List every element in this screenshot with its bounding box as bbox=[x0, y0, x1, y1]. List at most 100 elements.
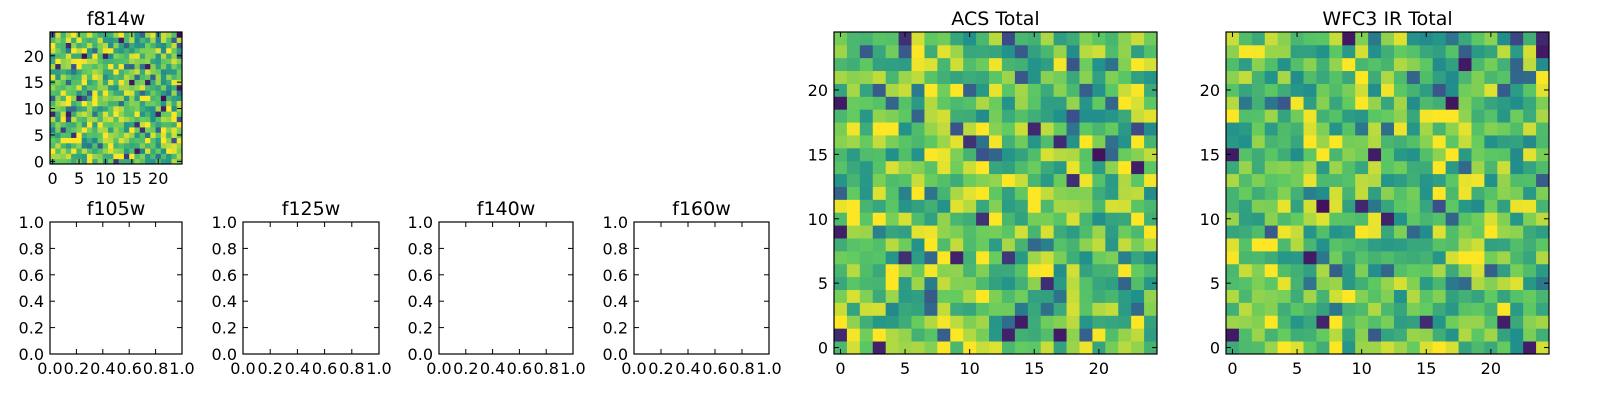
heatmap-cell bbox=[989, 341, 1003, 355]
heatmap-cell bbox=[1406, 96, 1421, 110]
heatmap-cell bbox=[134, 79, 141, 86]
heatmap-cell bbox=[118, 121, 125, 128]
heatmap-cell bbox=[65, 127, 72, 133]
heatmap-cell bbox=[1053, 57, 1067, 72]
heatmap-cell bbox=[872, 83, 887, 97]
heatmap-cell bbox=[1329, 122, 1343, 136]
heatmap-cell bbox=[1484, 186, 1498, 200]
heatmap-cell bbox=[1536, 225, 1550, 239]
heatmap-cell bbox=[118, 63, 125, 70]
heatmap-cell bbox=[1277, 70, 1291, 84]
heatmap-cell bbox=[176, 142, 183, 149]
heatmap-cell bbox=[1316, 199, 1330, 213]
heatmap-cell bbox=[1497, 315, 1511, 329]
heatmap-cell bbox=[911, 289, 925, 303]
heatmap-cell bbox=[963, 302, 977, 316]
heatmap-cell bbox=[1066, 70, 1080, 84]
heatmap-cell bbox=[108, 105, 114, 112]
heatmap-cell bbox=[1053, 289, 1067, 303]
heatmap-cell bbox=[155, 100, 162, 107]
heatmap-cell bbox=[81, 153, 88, 160]
heatmap-cell bbox=[1144, 328, 1158, 342]
heatmap-cell bbox=[1303, 44, 1317, 59]
heatmap-cell bbox=[1290, 289, 1304, 303]
y-tick-label: 0.4 bbox=[19, 292, 44, 311]
heatmap-cell bbox=[1523, 173, 1537, 187]
heatmap-cell bbox=[924, 122, 938, 136]
heatmap-cell bbox=[1001, 263, 1016, 278]
heatmap-cell bbox=[1355, 276, 1369, 290]
heatmap-cell bbox=[1238, 160, 1253, 175]
heatmap-cell bbox=[50, 111, 56, 117]
heatmap-cell bbox=[1277, 122, 1291, 136]
heatmap-cell bbox=[139, 42, 146, 49]
heatmap-cell bbox=[118, 32, 125, 38]
heatmap-cell bbox=[1264, 186, 1279, 200]
heatmap-cell bbox=[1329, 199, 1343, 213]
heatmap-cell bbox=[963, 122, 977, 136]
heatmap-cell bbox=[1510, 276, 1524, 290]
heatmap-cell bbox=[102, 68, 109, 75]
heatmap-cell bbox=[160, 74, 167, 80]
axes-frame-f160w bbox=[633, 221, 770, 355]
y-tick-label: 15 bbox=[808, 145, 828, 164]
heatmap-cell bbox=[1014, 135, 1029, 149]
heatmap-cell bbox=[1226, 341, 1240, 355]
heatmap-cell bbox=[1014, 263, 1029, 278]
heatmap-cell bbox=[92, 127, 98, 133]
x-tick-label: 0.2 bbox=[257, 359, 282, 378]
heatmap-cell bbox=[92, 158, 98, 165]
heatmap-cell bbox=[1406, 122, 1421, 136]
heatmap-cell bbox=[123, 37, 130, 43]
heatmap-cell bbox=[86, 153, 93, 160]
heatmap-cell bbox=[872, 57, 887, 72]
heatmap-cell bbox=[76, 148, 83, 154]
heatmap-cell bbox=[1406, 225, 1421, 239]
heatmap-cell bbox=[155, 142, 162, 149]
heatmap-cell bbox=[1342, 122, 1356, 136]
heatmap-cell bbox=[65, 105, 72, 112]
heatmap-cell bbox=[1303, 341, 1317, 355]
heatmap-cell bbox=[1053, 250, 1067, 265]
heatmap-cell bbox=[97, 116, 104, 123]
heatmap-cell bbox=[139, 63, 146, 70]
heatmap-cell bbox=[1238, 135, 1253, 149]
heatmap-cell bbox=[166, 53, 172, 59]
axes-frame-acs-total bbox=[833, 31, 1158, 355]
heatmap-cell bbox=[129, 90, 135, 96]
heatmap-cell bbox=[81, 63, 88, 70]
heatmap-cell bbox=[1316, 302, 1330, 316]
heatmap-cell bbox=[898, 199, 912, 213]
heatmap-cell bbox=[1264, 238, 1279, 252]
heatmap-cell bbox=[1131, 302, 1145, 316]
heatmap-cell bbox=[65, 37, 72, 43]
heatmap-cell bbox=[1251, 57, 1266, 72]
heatmap-cell bbox=[71, 116, 77, 123]
heatmap-cell bbox=[1458, 147, 1472, 162]
heatmap-cell bbox=[1027, 186, 1042, 200]
heatmap-cell bbox=[1445, 212, 1459, 226]
heatmap-cell bbox=[898, 109, 912, 123]
heatmap-cell bbox=[145, 153, 151, 160]
heatmap-cell bbox=[1368, 238, 1382, 252]
heatmap-cell bbox=[1381, 70, 1395, 84]
heatmap-cell bbox=[92, 42, 98, 49]
heatmap-cell bbox=[55, 148, 61, 154]
heatmap-cell bbox=[989, 109, 1003, 123]
y-tick-label: 15 bbox=[24, 73, 44, 92]
heatmap-cell bbox=[1381, 341, 1395, 355]
heatmap-cell bbox=[1027, 70, 1042, 84]
heatmap-cell bbox=[1406, 212, 1421, 226]
heatmap-cell bbox=[1510, 315, 1524, 329]
heatmap-cell bbox=[834, 173, 848, 187]
heatmap-cell bbox=[1277, 186, 1291, 200]
heatmap-cell bbox=[885, 250, 899, 265]
heatmap-cell bbox=[950, 315, 964, 329]
heatmap-cell bbox=[834, 147, 848, 162]
heatmap-cell bbox=[1226, 96, 1240, 110]
heatmap-cell bbox=[1342, 109, 1356, 123]
heatmap-cell bbox=[911, 225, 925, 239]
heatmap-cell bbox=[102, 53, 109, 59]
heatmap-cell bbox=[1092, 57, 1106, 72]
